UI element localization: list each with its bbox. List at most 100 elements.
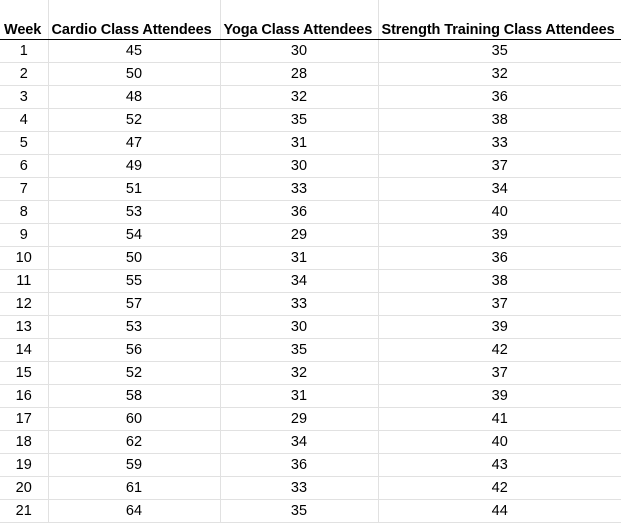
cell-strength[interactable]: 39 bbox=[378, 315, 621, 339]
cell-yoga[interactable]: 36 bbox=[220, 200, 379, 224]
header-cell-week[interactable]: Week bbox=[0, 0, 49, 40]
table-row: 18 62 34 40 bbox=[0, 430, 621, 454]
cell-cardio[interactable]: 62 bbox=[48, 430, 221, 454]
cell-week[interactable]: 19 bbox=[0, 453, 49, 477]
cell-week[interactable]: 12 bbox=[0, 292, 49, 316]
table-row: 21 64 35 44 bbox=[0, 499, 621, 523]
cell-strength[interactable]: 37 bbox=[378, 154, 621, 178]
cell-strength[interactable]: 43 bbox=[378, 453, 621, 477]
table-row: 19 59 36 43 bbox=[0, 453, 621, 477]
cell-week[interactable]: 3 bbox=[0, 85, 49, 109]
cell-yoga[interactable]: 30 bbox=[220, 154, 379, 178]
cell-strength[interactable]: 42 bbox=[378, 338, 621, 362]
cell-week[interactable]: 7 bbox=[0, 177, 49, 201]
table-row: 16 58 31 39 bbox=[0, 384, 621, 408]
cell-yoga[interactable]: 31 bbox=[220, 384, 379, 408]
cell-week[interactable]: 9 bbox=[0, 223, 49, 247]
cell-cardio[interactable]: 50 bbox=[48, 62, 221, 86]
cell-strength[interactable]: 38 bbox=[378, 108, 621, 132]
cell-week[interactable]: 1 bbox=[0, 39, 49, 63]
cell-strength[interactable]: 34 bbox=[378, 177, 621, 201]
cell-cardio[interactable]: 52 bbox=[48, 361, 221, 385]
cell-week[interactable]: 6 bbox=[0, 154, 49, 178]
table-row: 15 52 32 37 bbox=[0, 361, 621, 385]
cell-cardio[interactable]: 52 bbox=[48, 108, 221, 132]
cell-strength[interactable]: 40 bbox=[378, 200, 621, 224]
cell-strength[interactable]: 36 bbox=[378, 85, 621, 109]
cell-yoga[interactable]: 29 bbox=[220, 407, 379, 431]
cell-cardio[interactable]: 47 bbox=[48, 131, 221, 155]
cell-cardio[interactable]: 45 bbox=[48, 39, 221, 63]
table-row: 3 48 32 36 bbox=[0, 85, 621, 109]
cell-cardio[interactable]: 53 bbox=[48, 200, 221, 224]
cell-yoga[interactable]: 34 bbox=[220, 269, 379, 293]
cell-cardio[interactable]: 51 bbox=[48, 177, 221, 201]
cell-strength[interactable]: 39 bbox=[378, 384, 621, 408]
cell-yoga[interactable]: 31 bbox=[220, 131, 379, 155]
cell-yoga[interactable]: 32 bbox=[220, 85, 379, 109]
cell-week[interactable]: 13 bbox=[0, 315, 49, 339]
cell-cardio[interactable]: 58 bbox=[48, 384, 221, 408]
cell-cardio[interactable]: 48 bbox=[48, 85, 221, 109]
cell-strength[interactable]: 44 bbox=[378, 499, 621, 523]
cell-strength[interactable]: 41 bbox=[378, 407, 621, 431]
cell-week[interactable]: 15 bbox=[0, 361, 49, 385]
cell-week[interactable]: 11 bbox=[0, 269, 49, 293]
cell-cardio[interactable]: 59 bbox=[48, 453, 221, 477]
cell-yoga[interactable]: 30 bbox=[220, 39, 379, 63]
cell-week[interactable]: 18 bbox=[0, 430, 49, 454]
cell-yoga[interactable]: 31 bbox=[220, 246, 379, 270]
cell-yoga[interactable]: 35 bbox=[220, 499, 379, 523]
cell-cardio[interactable]: 57 bbox=[48, 292, 221, 316]
cell-cardio[interactable]: 61 bbox=[48, 476, 221, 500]
cell-strength[interactable]: 37 bbox=[378, 292, 621, 316]
cell-yoga[interactable]: 30 bbox=[220, 315, 379, 339]
cell-strength[interactable]: 32 bbox=[378, 62, 621, 86]
cell-strength[interactable]: 36 bbox=[378, 246, 621, 270]
cell-yoga[interactable]: 32 bbox=[220, 361, 379, 385]
cell-cardio[interactable]: 53 bbox=[48, 315, 221, 339]
header-cell-cardio[interactable]: Cardio Class Attendees bbox=[48, 0, 221, 40]
cell-cardio[interactable]: 49 bbox=[48, 154, 221, 178]
cell-strength[interactable]: 35 bbox=[378, 39, 621, 63]
table-row: 10 50 31 36 bbox=[0, 246, 621, 270]
cell-cardio[interactable]: 55 bbox=[48, 269, 221, 293]
cell-cardio[interactable]: 54 bbox=[48, 223, 221, 247]
table-row: 4 52 35 38 bbox=[0, 108, 621, 132]
cell-yoga[interactable]: 33 bbox=[220, 476, 379, 500]
header-cell-strength[interactable]: Strength Training Class Attendees bbox=[378, 0, 621, 40]
cell-yoga[interactable]: 36 bbox=[220, 453, 379, 477]
cell-strength[interactable]: 33 bbox=[378, 131, 621, 155]
cell-yoga[interactable]: 35 bbox=[220, 108, 379, 132]
cell-yoga[interactable]: 29 bbox=[220, 223, 379, 247]
cell-strength[interactable]: 38 bbox=[378, 269, 621, 293]
cell-cardio[interactable]: 50 bbox=[48, 246, 221, 270]
cell-week[interactable]: 20 bbox=[0, 476, 49, 500]
cell-cardio[interactable]: 60 bbox=[48, 407, 221, 431]
cell-yoga[interactable]: 33 bbox=[220, 177, 379, 201]
cell-week[interactable]: 17 bbox=[0, 407, 49, 431]
cell-week[interactable]: 21 bbox=[0, 499, 49, 523]
cell-strength[interactable]: 39 bbox=[378, 223, 621, 247]
cell-cardio[interactable]: 56 bbox=[48, 338, 221, 362]
cell-cardio[interactable]: 64 bbox=[48, 499, 221, 523]
cell-week[interactable]: 2 bbox=[0, 62, 49, 86]
cell-week[interactable]: 8 bbox=[0, 200, 49, 224]
cell-week[interactable]: 5 bbox=[0, 131, 49, 155]
cell-week[interactable]: 10 bbox=[0, 246, 49, 270]
cell-week[interactable]: 14 bbox=[0, 338, 49, 362]
table-row: 6 49 30 37 bbox=[0, 154, 621, 178]
cell-yoga[interactable]: 35 bbox=[220, 338, 379, 362]
cell-week[interactable]: 16 bbox=[0, 384, 49, 408]
cell-week[interactable]: 4 bbox=[0, 108, 49, 132]
cell-strength[interactable]: 42 bbox=[378, 476, 621, 500]
header-cell-yoga[interactable]: Yoga Class Attendees bbox=[220, 0, 379, 40]
cell-yoga[interactable]: 34 bbox=[220, 430, 379, 454]
table-row: 20 61 33 42 bbox=[0, 476, 621, 500]
cell-yoga[interactable]: 28 bbox=[220, 62, 379, 86]
cell-yoga[interactable]: 33 bbox=[220, 292, 379, 316]
cell-strength[interactable]: 37 bbox=[378, 361, 621, 385]
cell-strength[interactable]: 40 bbox=[378, 430, 621, 454]
